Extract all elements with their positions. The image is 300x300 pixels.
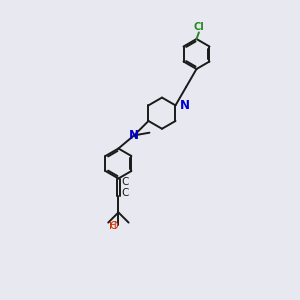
Text: N: N bbox=[129, 129, 139, 142]
Text: O: O bbox=[109, 221, 118, 231]
Text: Cl: Cl bbox=[194, 22, 205, 32]
Text: C: C bbox=[122, 188, 129, 198]
Text: H: H bbox=[109, 221, 116, 231]
Text: N: N bbox=[180, 99, 190, 112]
Text: C: C bbox=[122, 176, 129, 187]
